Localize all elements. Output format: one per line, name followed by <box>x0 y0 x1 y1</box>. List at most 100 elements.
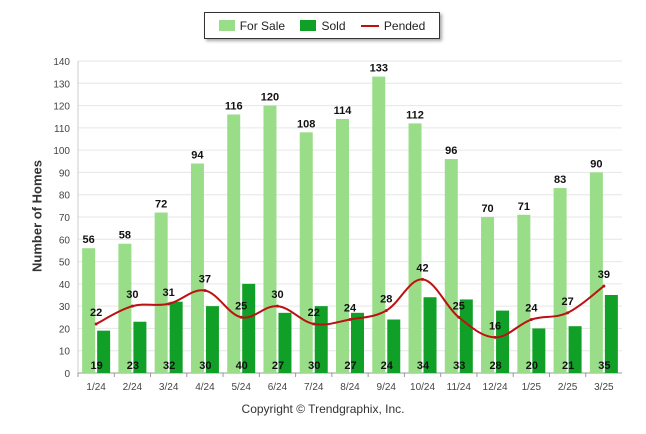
y-tick-label: 110 <box>54 124 70 135</box>
bar-for-sale <box>444 159 458 373</box>
data-label-for-sale: 120 <box>261 92 279 104</box>
bar-for-sale <box>154 212 168 373</box>
data-label-for-sale: 96 <box>445 145 457 157</box>
data-label-pended: 39 <box>598 269 610 281</box>
data-label-for-sale: 94 <box>191 150 204 162</box>
point-pended <box>167 302 171 306</box>
bar-sold <box>169 301 183 373</box>
data-label-sold: 32 <box>163 360 175 372</box>
y-tick-label: 140 <box>53 57 70 68</box>
point-pended <box>566 311 570 315</box>
x-tick-label: 9/24 <box>377 382 397 393</box>
data-label-sold: 27 <box>272 360 284 372</box>
bar-sold <box>459 299 473 373</box>
x-tick-label: 5/24 <box>231 382 251 393</box>
y-tick-label: 40 <box>59 280 71 291</box>
data-label-pended: 25 <box>235 300 247 312</box>
bar-for-sale <box>408 123 422 374</box>
legend-item-pended[interactable]: Pended <box>360 18 426 33</box>
point-pended <box>94 322 98 326</box>
data-label-sold: 24 <box>381 360 394 372</box>
y-tick-label: 100 <box>53 146 70 157</box>
legend-swatch-pended <box>360 24 379 27</box>
x-tick-label: 3/24 <box>159 382 179 393</box>
bar-for-sale <box>299 132 313 373</box>
data-label-pended: 25 <box>453 300 465 312</box>
point-pended <box>239 315 243 319</box>
y-tick-label: 30 <box>59 302 71 313</box>
bar-for-sale <box>517 214 531 373</box>
data-label-sold: 27 <box>344 360 356 372</box>
data-label-pended: 28 <box>380 294 392 306</box>
x-tick-label: 2/25 <box>558 382 578 393</box>
bar-for-sale <box>481 217 495 373</box>
y-tick-label: 120 <box>53 102 70 113</box>
bar-for-sale <box>336 118 349 373</box>
bar-for-sale <box>190 163 204 373</box>
data-label-sold: 23 <box>127 360 139 372</box>
x-tick-label: 1/24 <box>86 382 106 393</box>
data-label-sold: 21 <box>562 360 574 372</box>
point-pended <box>348 318 352 322</box>
point-pended <box>529 318 533 322</box>
y-tick-label: 90 <box>59 168 71 179</box>
bar-sold <box>532 328 546 373</box>
legend-label-for-sale: For Sale <box>239 18 286 33</box>
x-tick-label: 8/24 <box>340 382 360 393</box>
bar-sold <box>351 312 364 373</box>
y-tick-label: 80 <box>59 191 71 202</box>
data-label-sold: 20 <box>526 360 538 372</box>
x-tick-label: 11/24 <box>447 382 472 393</box>
point-pended <box>275 304 279 308</box>
point-pended <box>493 335 497 339</box>
data-label-pended: 37 <box>199 274 211 286</box>
data-label-pended: 22 <box>90 307 102 319</box>
data-label-sold: 30 <box>199 360 211 372</box>
bar-for-sale <box>263 105 277 374</box>
point-pended <box>203 289 207 293</box>
x-tick-label: 1/25 <box>522 382 542 393</box>
data-label-for-sale: 108 <box>297 118 315 130</box>
legend-swatch-sold <box>300 20 317 31</box>
y-axis-label: Number of Homes <box>29 160 45 272</box>
legend: For Sale Sold Pended <box>204 12 440 39</box>
bar-for-sale <box>589 172 603 373</box>
x-tick-label: 4/24 <box>195 382 215 393</box>
data-label-pended: 16 <box>489 320 501 332</box>
y-tick-label: 60 <box>59 235 71 246</box>
data-label-pended: 22 <box>308 307 320 319</box>
legend-label-pended: Pended <box>383 18 426 33</box>
bar-sold <box>314 306 328 373</box>
data-label-pended: 27 <box>561 296 573 308</box>
data-label-for-sale: 72 <box>155 199 167 211</box>
bar-sold <box>496 310 510 373</box>
bar-sold <box>387 319 401 373</box>
data-label-for-sale: 90 <box>590 158 602 170</box>
y-tick-label: 20 <box>59 324 71 335</box>
bar-for-sale <box>82 248 96 373</box>
x-tick-label: 2/24 <box>123 382 143 393</box>
data-label-pended: 24 <box>525 303 538 315</box>
point-pended <box>602 284 606 288</box>
legend-item-for-sale[interactable]: For Sale <box>218 18 286 33</box>
data-label-for-sale: 116 <box>225 100 243 112</box>
data-label-pended: 42 <box>416 262 428 274</box>
point-pended <box>130 304 134 308</box>
y-tick-label: 10 <box>59 347 71 358</box>
legend-label-sold: Sold <box>321 18 346 33</box>
data-label-sold: 19 <box>91 360 103 372</box>
y-tick-label: 70 <box>59 213 71 224</box>
bar-sold <box>278 312 292 373</box>
bar-sold <box>423 297 437 373</box>
data-label-sold: 40 <box>236 360 248 372</box>
copyright: Copyright © Trendgraphix, Inc. <box>241 402 405 416</box>
x-tick-label: 12/24 <box>483 382 508 393</box>
data-label-pended: 31 <box>163 287 175 299</box>
legend-item-sold[interactable]: Sold <box>300 18 346 33</box>
data-label-sold: 30 <box>308 360 320 372</box>
x-tick-label: 10/24 <box>410 382 435 393</box>
data-label-sold: 35 <box>598 360 610 372</box>
data-label-for-sale: 58 <box>119 230 131 242</box>
data-label-for-sale: 71 <box>518 201 530 213</box>
